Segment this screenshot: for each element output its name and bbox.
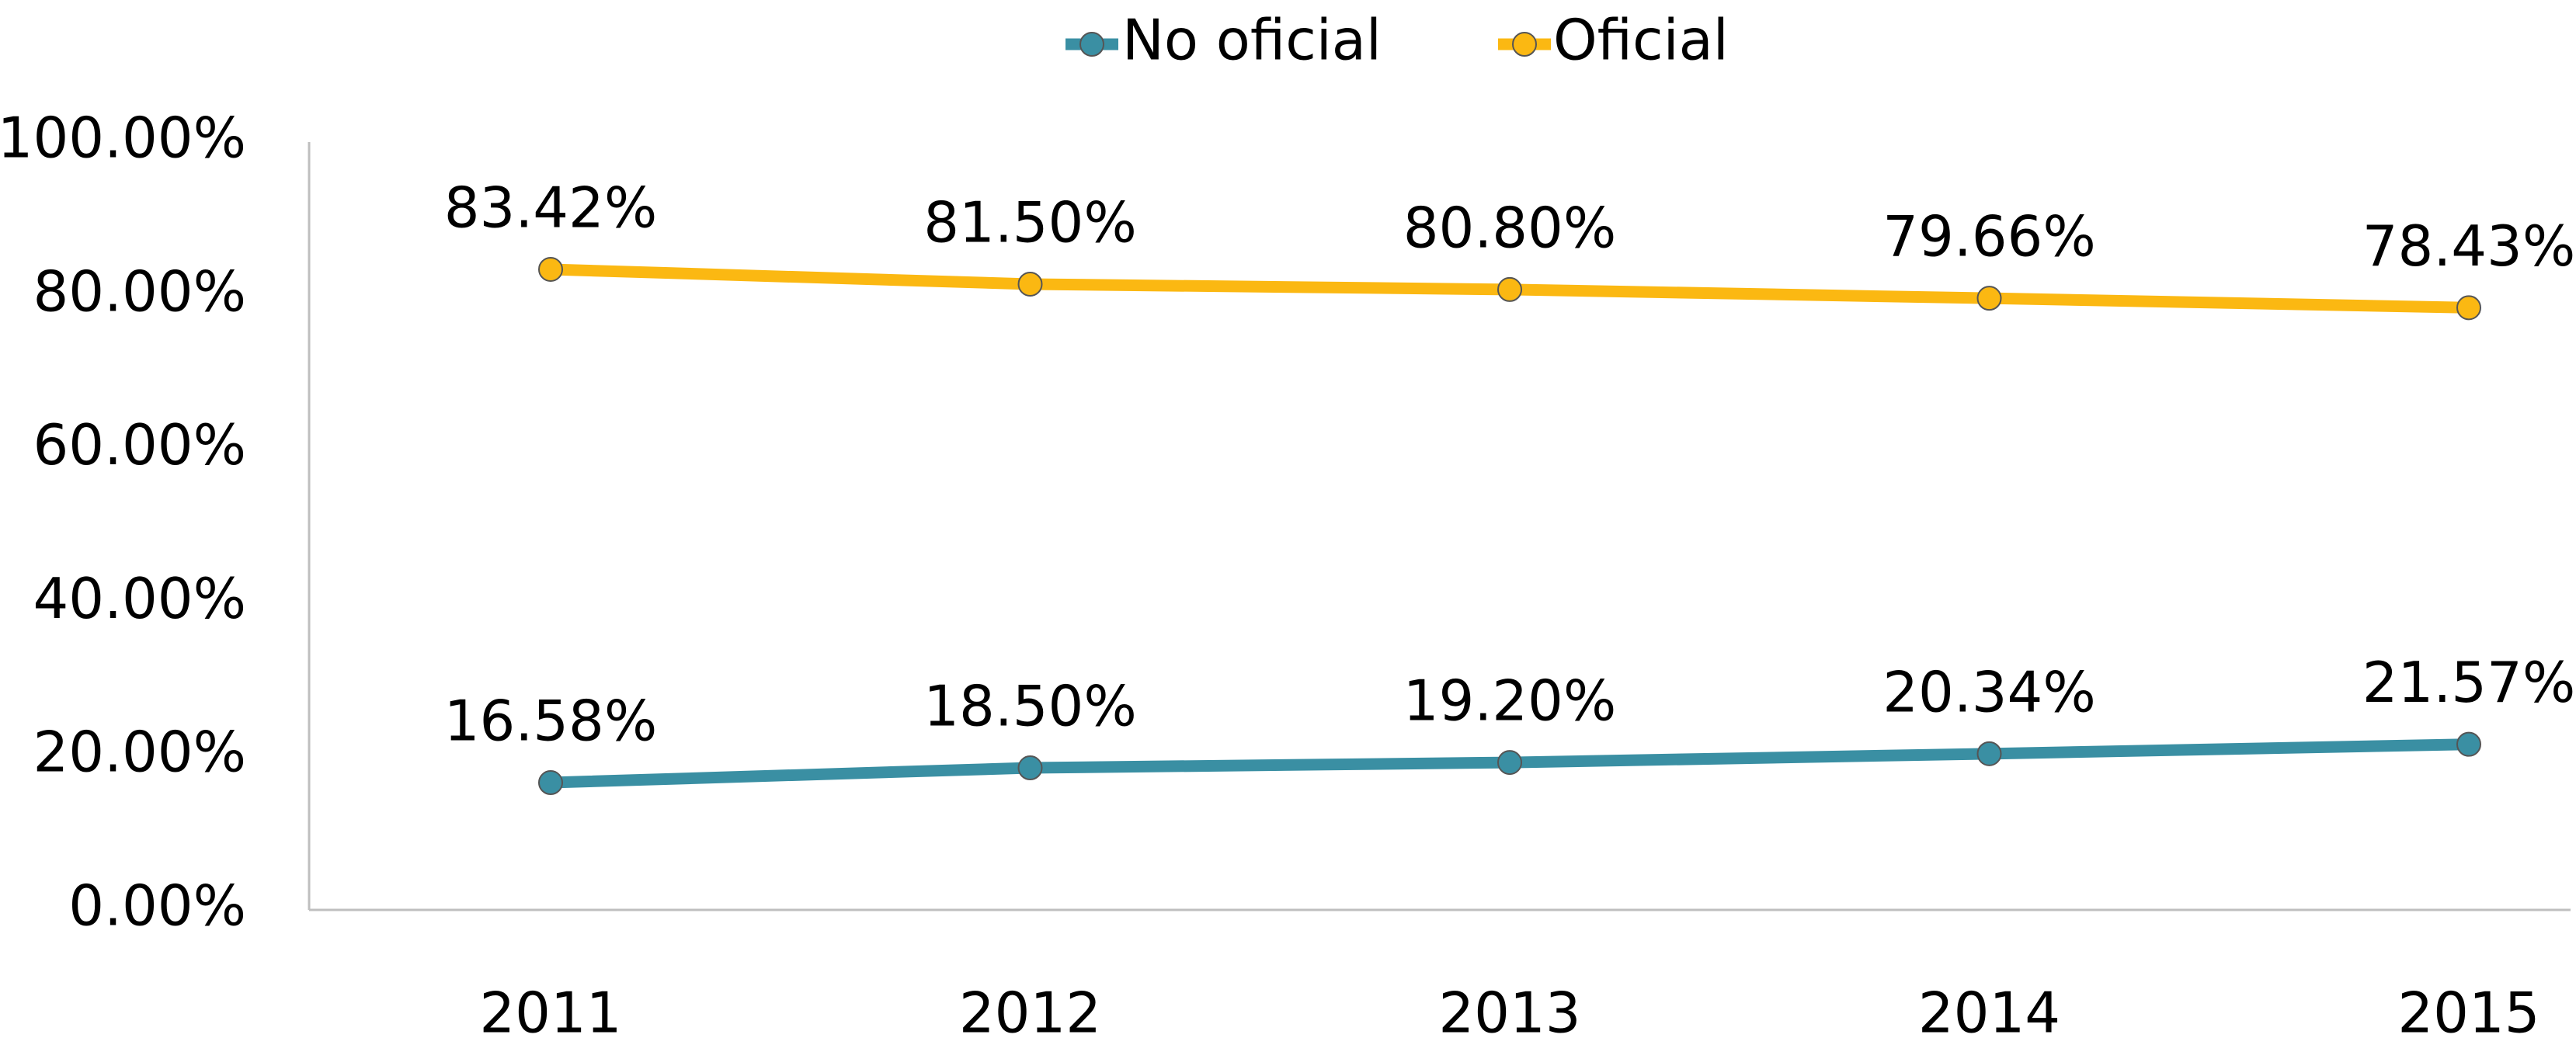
data-label: 21.57% [2362,650,2576,715]
legend-marker [1512,32,1537,57]
data-label: 16.58% [444,689,658,754]
x-tick-label: 2014 [1918,981,2060,1045]
legend-label: Oficial [1553,8,1729,73]
data-point [538,770,563,796]
data-point [1017,271,1043,297]
data-label: 20.34% [1882,659,2096,724]
y-tick-label: 20.00% [33,720,246,785]
data-point [1017,755,1043,781]
data-label: 78.43% [2362,214,2576,279]
y-tick-label: 100.00% [0,106,246,171]
x-tick-label: 2012 [959,981,1101,1045]
data-point [1497,750,1522,776]
data-label: 80.80% [1403,195,1617,260]
data-label: 18.50% [923,674,1137,739]
legend-label: No oficial [1122,8,1382,73]
x-tick-label: 2013 [1438,981,1580,1045]
y-tick-label: 0.00% [68,873,246,939]
data-label: 19.20% [1403,668,1617,734]
data-point [1497,276,1522,302]
data-point [538,256,563,282]
y-tick-label: 60.00% [33,412,246,477]
data-point [2456,731,2481,757]
data-point [1976,741,2002,766]
legend-marker [1079,32,1104,57]
data-point [1976,286,2002,311]
data-label: 79.66% [1882,204,2096,269]
x-tick-label: 2011 [479,981,621,1045]
data-point [2456,295,2481,321]
data-label: 81.50% [923,189,1137,255]
y-tick-label: 80.00% [33,259,246,324]
y-tick-label: 40.00% [33,566,246,631]
data-label: 83.42% [444,175,658,240]
x-tick-label: 2015 [2397,981,2539,1045]
